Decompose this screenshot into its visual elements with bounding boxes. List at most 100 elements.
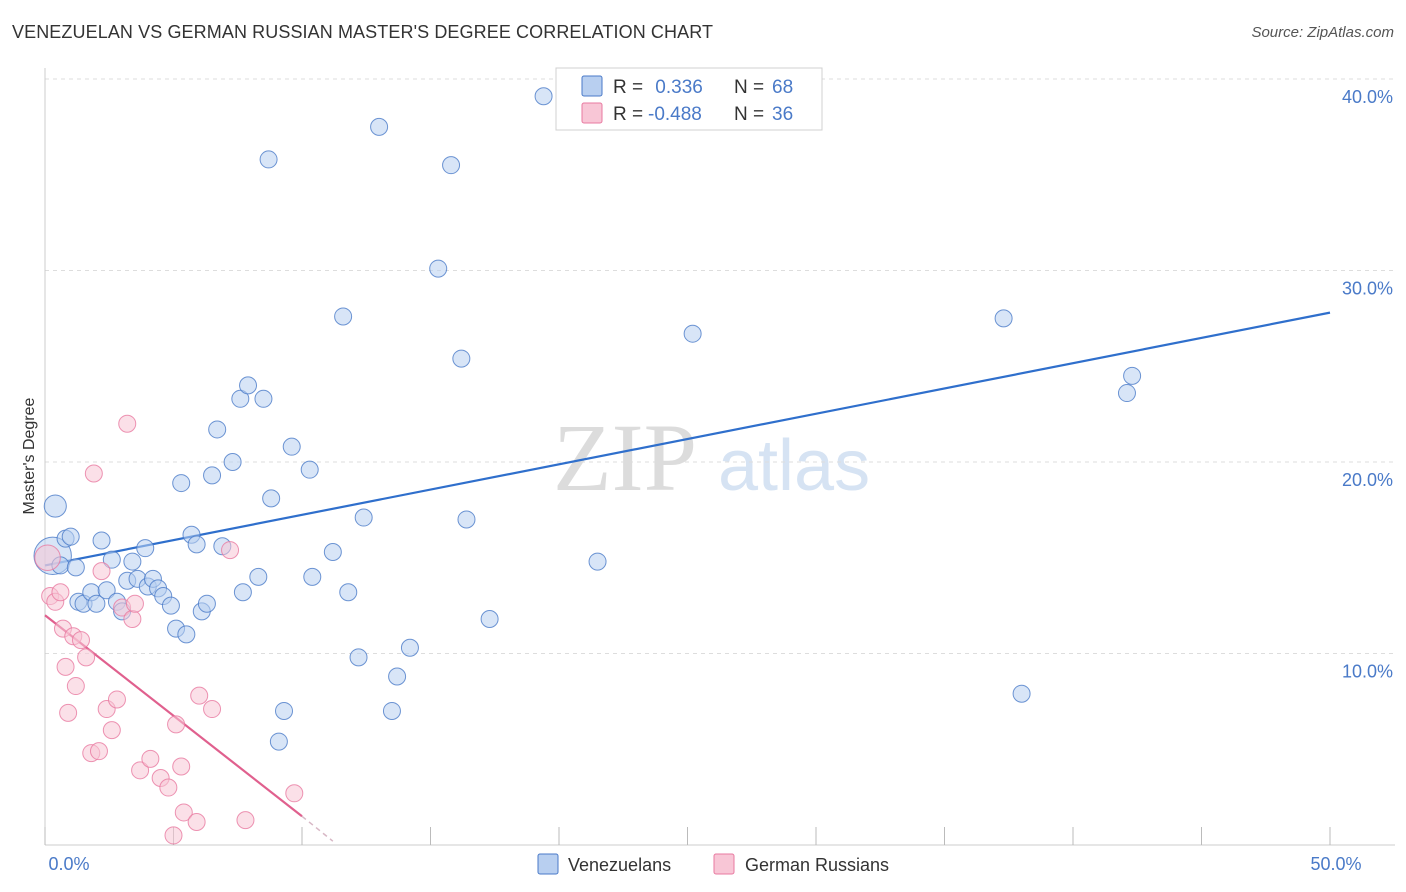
point-venezuelans-59 xyxy=(457,510,476,529)
point-venezuelans-45 xyxy=(300,460,319,479)
point-venezuelans-55 xyxy=(400,638,419,657)
legend-r-value-venezuelans: 0.336 xyxy=(650,77,703,98)
point-venezuelans-9 xyxy=(87,594,106,613)
legend-n-value-venezuelans: 68 xyxy=(772,77,793,98)
legend-r-value-german-russians: -0.488 xyxy=(648,104,702,125)
point-venezuelans-28 xyxy=(187,535,206,554)
y-tick-label-2: 30.0% xyxy=(1342,279,1393,299)
point-venezuelans-63 xyxy=(683,324,702,343)
legend-n-label-german-russians: N = xyxy=(734,104,764,125)
point-venezuelans-36 xyxy=(233,583,252,602)
point-venezuelans-50 xyxy=(349,648,368,667)
point-german-russians-6 xyxy=(59,703,78,722)
source-label: Source: ZipAtlas.com xyxy=(1251,24,1394,41)
point-german-russians-33 xyxy=(221,541,240,560)
point-german-russians-3 xyxy=(51,583,70,602)
point-german-russians-8 xyxy=(66,677,85,696)
y-tick-label-3: 40.0% xyxy=(1342,87,1393,107)
point-german-russians-21 xyxy=(125,594,144,613)
point-german-russians-20 xyxy=(123,610,142,629)
point-venezuelans-67 xyxy=(1123,366,1142,385)
y-axis-title: Master's Degree xyxy=(21,397,38,514)
point-german-russians-27 xyxy=(167,715,186,734)
point-venezuelans-41 xyxy=(262,489,281,508)
point-german-russians-10 xyxy=(77,648,96,667)
point-venezuelans-46 xyxy=(303,567,322,586)
point-venezuelans-49 xyxy=(339,583,358,602)
point-venezuelans-40 xyxy=(259,150,278,169)
point-venezuelans-44 xyxy=(282,437,301,456)
point-venezuelans-31 xyxy=(203,466,222,485)
point-german-russians-23 xyxy=(141,749,160,768)
point-venezuelans-43 xyxy=(275,701,294,720)
x-tick-label-0: 0.0% xyxy=(48,854,89,874)
watermark: ZIP atlas xyxy=(553,404,870,511)
point-german-russians-16 xyxy=(102,721,121,740)
point-venezuelans-52 xyxy=(370,117,389,136)
point-venezuelans-23 xyxy=(161,596,180,615)
point-german-russians-14 xyxy=(92,562,111,581)
point-venezuelans-48 xyxy=(334,307,353,326)
point-venezuelans-53 xyxy=(382,701,401,720)
point-german-russians-30 xyxy=(187,813,206,832)
point-venezuelans-47 xyxy=(323,543,342,562)
point-german-russians-0 xyxy=(34,544,61,571)
point-german-russians-25 xyxy=(159,778,178,797)
point-german-russians-22 xyxy=(131,761,150,780)
point-venezuelans-66 xyxy=(1117,384,1136,403)
point-venezuelans-32 xyxy=(208,420,227,439)
series-legend-swatch-german-russians xyxy=(713,853,735,875)
point-venezuelans-16 xyxy=(123,552,142,571)
point-venezuelans-30 xyxy=(197,594,216,613)
point-german-russians-28 xyxy=(172,757,191,776)
point-german-russians-5 xyxy=(56,657,75,676)
point-venezuelans-12 xyxy=(102,550,121,569)
point-german-russians-9 xyxy=(71,631,90,650)
point-venezuelans-61 xyxy=(534,87,553,106)
point-german-russians-26 xyxy=(164,826,183,845)
point-german-russians-31 xyxy=(190,686,209,705)
legend-r-label-venezuelans: R = xyxy=(613,77,643,98)
point-venezuelans-65 xyxy=(1012,684,1031,703)
y-tick-label-0: 10.0% xyxy=(1342,662,1393,682)
axes: 0.0% 50.0% 10.0% 20.0% 30.0% 40.0% xyxy=(44,68,1395,874)
point-venezuelans-54 xyxy=(388,667,407,686)
point-venezuelans-38 xyxy=(249,567,268,586)
point-venezuelans-62 xyxy=(588,552,607,571)
point-german-russians-34 xyxy=(236,811,255,830)
x-tick-label-10: 50.0% xyxy=(1310,854,1361,874)
trendline-german-russians-extension xyxy=(301,815,334,842)
series-legend-swatch-venezuelans xyxy=(537,853,559,875)
legend-n-value-german-russians: 36 xyxy=(772,104,793,125)
point-venezuelans-51 xyxy=(354,508,373,527)
chart-title: VENEZUELAN VS GERMAN RUSSIAN MASTER'S DE… xyxy=(12,22,714,42)
point-venezuelans-39 xyxy=(254,389,273,408)
series-legend: Venezuelans German Russians xyxy=(537,853,889,875)
point-venezuelans-42 xyxy=(269,732,288,751)
data-points xyxy=(33,87,1142,845)
point-venezuelans-60 xyxy=(480,610,499,629)
y-tick-label-1: 20.0% xyxy=(1342,470,1393,490)
point-german-russians-32 xyxy=(203,700,222,719)
point-venezuelans-34 xyxy=(223,453,242,471)
point-german-russians-17 xyxy=(107,690,126,709)
series-legend-label-german-russians: German Russians xyxy=(745,855,889,875)
point-venezuelans-37 xyxy=(239,376,258,395)
point-venezuelans-4 xyxy=(61,527,80,546)
point-german-russians-13 xyxy=(89,742,108,761)
watermark-atlas: atlas xyxy=(718,426,870,506)
watermark-zip: ZIP xyxy=(553,404,697,511)
series-legend-label-venezuelans: Venezuelans xyxy=(568,855,671,875)
point-venezuelans-35 xyxy=(231,389,250,408)
stats-legend: R = 0.336 N = 68 R = -0.488 N = 36 xyxy=(555,67,823,131)
legend-n-label-venezuelans: N = xyxy=(734,77,764,98)
point-german-russians-19 xyxy=(118,414,137,433)
point-venezuelans-11 xyxy=(97,581,116,600)
trendline-venezuelans xyxy=(44,311,1331,567)
point-venezuelans-18 xyxy=(136,539,155,558)
point-german-russians-35 xyxy=(285,784,304,803)
point-venezuelans-10 xyxy=(92,531,111,550)
point-venezuelans-57 xyxy=(442,156,461,175)
legend-swatch-venezuelans xyxy=(581,75,603,97)
